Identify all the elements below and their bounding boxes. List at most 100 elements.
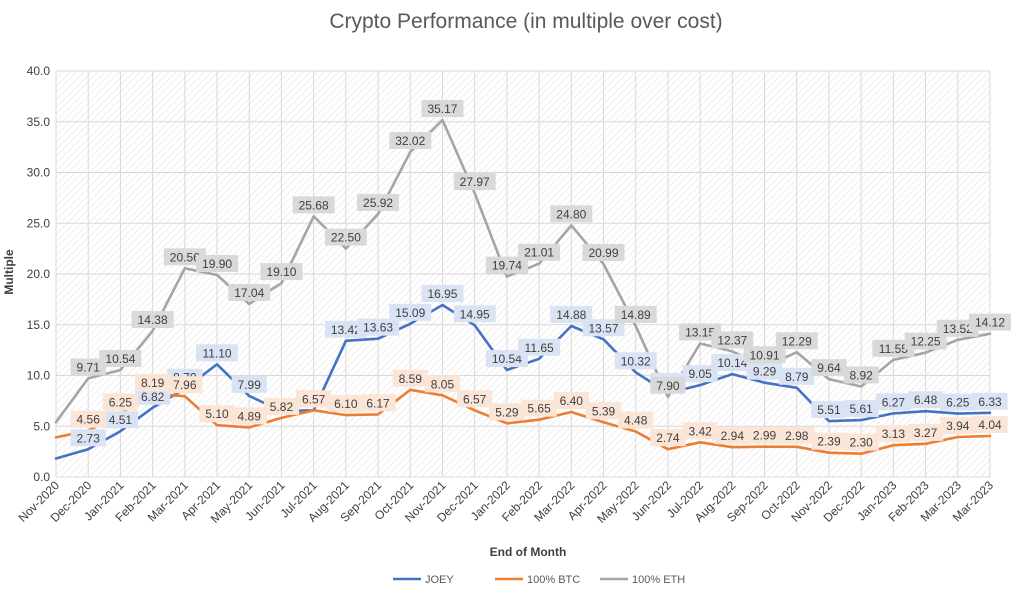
data-label-box [421, 284, 464, 302]
data-label-text: 6.57 [302, 392, 326, 406]
data-label: 14.88 [550, 305, 593, 323]
data-label-box [679, 323, 722, 341]
data-label-box [328, 395, 364, 413]
data-label-text: 7.90 [656, 379, 680, 393]
data-label: 13.42 [324, 320, 367, 338]
legend-item: 100% ETH [600, 574, 685, 586]
data-label-text: 6.25 [946, 396, 970, 410]
data-label-box [779, 367, 815, 385]
data-label: 6.27 [875, 393, 911, 411]
data-label: 5.65 [521, 399, 557, 417]
data-label-text: 20.99 [589, 246, 619, 260]
data-label-text: 27.97 [460, 175, 490, 189]
data-label: 9.71 [70, 358, 106, 376]
data-label-box [904, 332, 947, 350]
data-label-box [135, 373, 171, 391]
data-label-box [972, 392, 1008, 410]
data-label: 6.33 [972, 392, 1008, 410]
data-label-box [811, 359, 847, 377]
data-label-box [907, 423, 944, 441]
data-label: 9.64 [811, 359, 847, 377]
data-label: 14.89 [614, 305, 657, 323]
data-label-box [70, 429, 106, 447]
data-label: 8.05 [424, 375, 461, 393]
data-label: 7.99 [231, 375, 267, 393]
data-label: 16.95 [421, 284, 464, 302]
legend-label: 100% ETH [632, 574, 685, 586]
data-label: 6.48 [907, 391, 944, 409]
data-label-box [99, 350, 142, 368]
data-label: 6.57 [457, 390, 493, 408]
data-label-text: 4.04 [978, 418, 1002, 432]
data-label-text: 8.59 [399, 372, 423, 386]
x-axis-ticks: Nov-2020Dec-2020Jan-2021Feb-2021Mar-2021… [15, 478, 996, 526]
data-label: 9.29 [746, 362, 783, 380]
data-label-box [392, 369, 428, 387]
data-label-text: 14.89 [621, 308, 651, 322]
data-label: 10.54 [99, 350, 142, 368]
y-tick-label: 20.0 [27, 267, 51, 281]
data-label: 19.10 [260, 263, 303, 281]
data-label-text: 4.56 [77, 413, 101, 427]
x-axis-label: End of Month [490, 545, 567, 559]
data-label-box [746, 426, 783, 444]
data-label-box [550, 305, 593, 323]
data-label: 11.65 [518, 338, 561, 356]
data-label-box [521, 399, 557, 417]
data-label: 20.56 [163, 248, 206, 266]
data-label-text: 5.10 [205, 407, 229, 421]
data-label-box [936, 319, 979, 337]
legend-item: JOEY [393, 574, 454, 586]
data-label: 2.39 [811, 432, 847, 450]
data-label-box [163, 248, 206, 266]
data-label: 6.57 [296, 390, 332, 408]
data-label: 2.94 [714, 427, 750, 445]
data-label-text: 6.27 [882, 395, 906, 409]
data-label: 4.51 [102, 411, 139, 429]
data-label-text: 6.82 [141, 390, 165, 404]
data-label-text: 2.94 [721, 429, 745, 443]
data-label-text: 19.10 [266, 265, 296, 279]
data-label-box [70, 410, 106, 428]
data-label-text: 5.82 [270, 400, 294, 414]
data-label-box [650, 376, 686, 394]
data-label-text: 13.42 [331, 323, 361, 337]
data-label-text: 3.27 [914, 426, 938, 440]
y-tick-label: 10.0 [27, 369, 51, 383]
data-label-text: 4.48 [624, 414, 648, 428]
data-label: 5.51 [811, 401, 847, 419]
data-label-text: 9.29 [753, 365, 777, 379]
data-label-text: 14.95 [460, 307, 490, 321]
data-label-text: 3.42 [688, 424, 712, 438]
data-label-text: 22.50 [331, 231, 361, 245]
data-label-box [70, 358, 106, 376]
data-label: 13.57 [582, 319, 625, 337]
data-label: 5.39 [585, 402, 622, 420]
data-label-text: 17.04 [234, 286, 264, 300]
data-label-box [424, 375, 461, 393]
data-label-box [779, 426, 815, 444]
data-label: 6.82 [135, 387, 171, 405]
data-label-box [457, 390, 493, 408]
data-label-box [585, 402, 622, 420]
data-label-text: 6.25 [109, 396, 133, 410]
data-label: 2.74 [650, 429, 686, 447]
data-label-box [907, 391, 944, 409]
data-label-box [296, 390, 332, 408]
data-label-box [167, 376, 203, 394]
data-label: 5.10 [199, 405, 235, 423]
data-label-box [131, 311, 174, 329]
data-label-box [682, 365, 718, 383]
data-label: 4.04 [972, 415, 1008, 433]
data-label-box [196, 255, 239, 273]
data-label-box [969, 313, 1011, 331]
data-label-box [618, 411, 654, 429]
data-label-text: 2.99 [753, 429, 777, 443]
data-label-text: 5.61 [849, 402, 873, 416]
data-labels: 2.734.516.828.7011.107.996.5713.4213.631… [70, 100, 1011, 451]
data-label-box [972, 415, 1008, 433]
data-label-text: 11.65 [525, 341, 554, 355]
data-label: 14.38 [131, 311, 174, 329]
data-label-box [811, 401, 847, 419]
data-label: 4.48 [618, 411, 654, 429]
